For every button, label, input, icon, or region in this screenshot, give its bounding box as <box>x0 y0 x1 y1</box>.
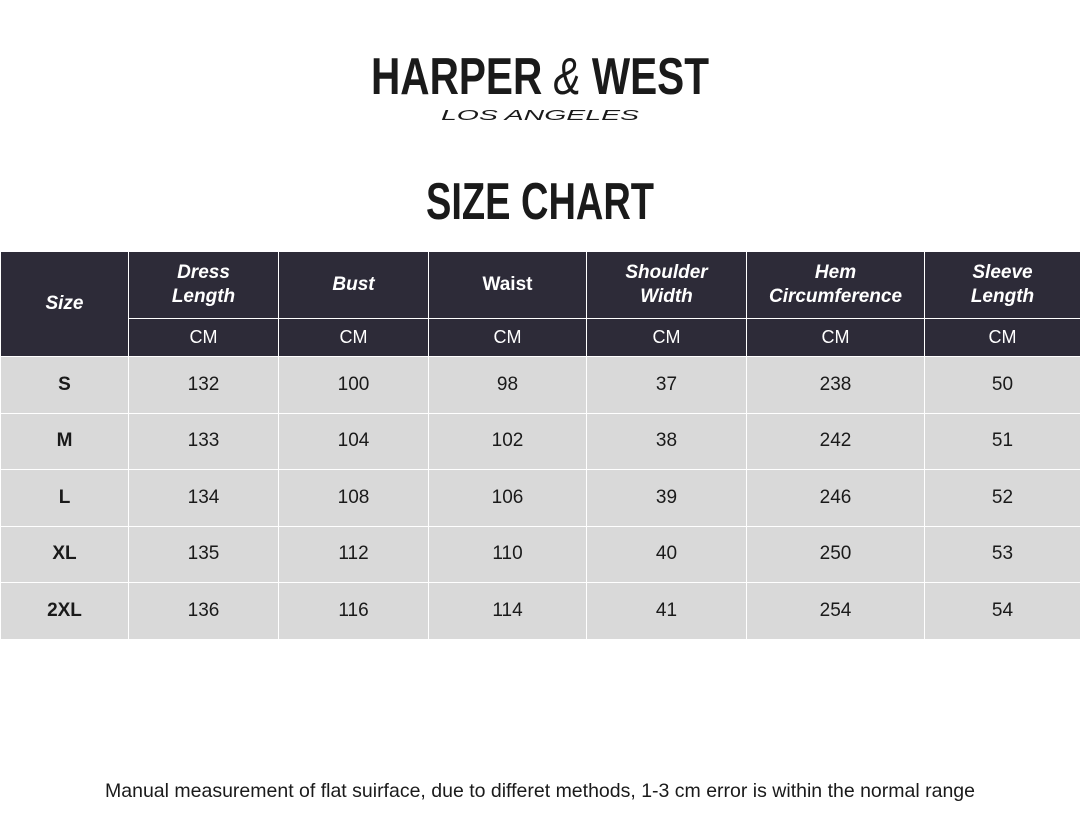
svg-text:HARPER & WEST: HARPER & WEST <box>371 48 709 106</box>
svg-text:SIZE CHART: SIZE CHART <box>426 177 654 231</box>
svg-text:LOS ANGELES: LOS ANGELES <box>441 107 639 124</box>
